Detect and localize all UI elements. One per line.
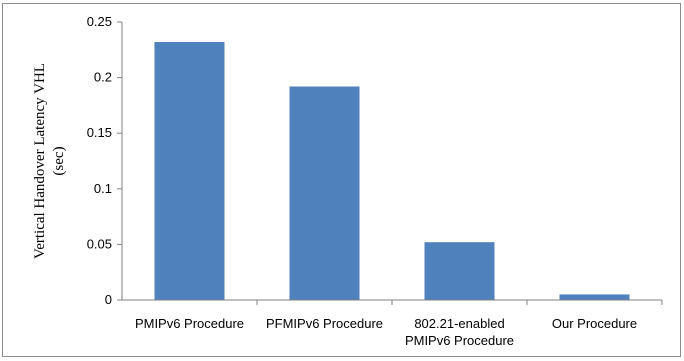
bar	[289, 86, 360, 300]
bar	[559, 294, 630, 300]
bar	[154, 42, 225, 301]
y-axis-label: Vertical Handover Latency VHL (sec)	[32, 63, 67, 259]
x-axis-categories: PMIPv6 Procedure PFMIPv6 Procedure 802.21-…	[135, 300, 663, 348]
x-category-label: PMIPv6 Procedure	[135, 316, 244, 331]
y-axis-label-line: Vertical Handover Latency VHL	[32, 63, 48, 259]
x-category-label: PMIPv6 Procedure	[405, 333, 514, 348]
bar	[424, 242, 495, 300]
y-tick-label: 0.1	[94, 181, 112, 196]
y-tick-label: 0.2	[94, 70, 112, 85]
bars	[154, 42, 630, 301]
x-category-label: 802.21-enabled	[414, 316, 504, 331]
y-tick-label: 0.05	[87, 236, 112, 251]
y-axis-ticks: 0 0.05 0.1 0.15 0.2 0.25	[87, 14, 122, 307]
x-category-label: Our Procedure	[552, 316, 637, 331]
x-category-label: PFMIPv6 Procedure	[266, 316, 383, 331]
y-tick-label: 0.25	[87, 14, 112, 29]
y-tick-label: 0	[105, 292, 112, 307]
y-tick-label: 0.15	[87, 125, 112, 140]
y-axis-label-line: (sec)	[51, 146, 67, 175]
